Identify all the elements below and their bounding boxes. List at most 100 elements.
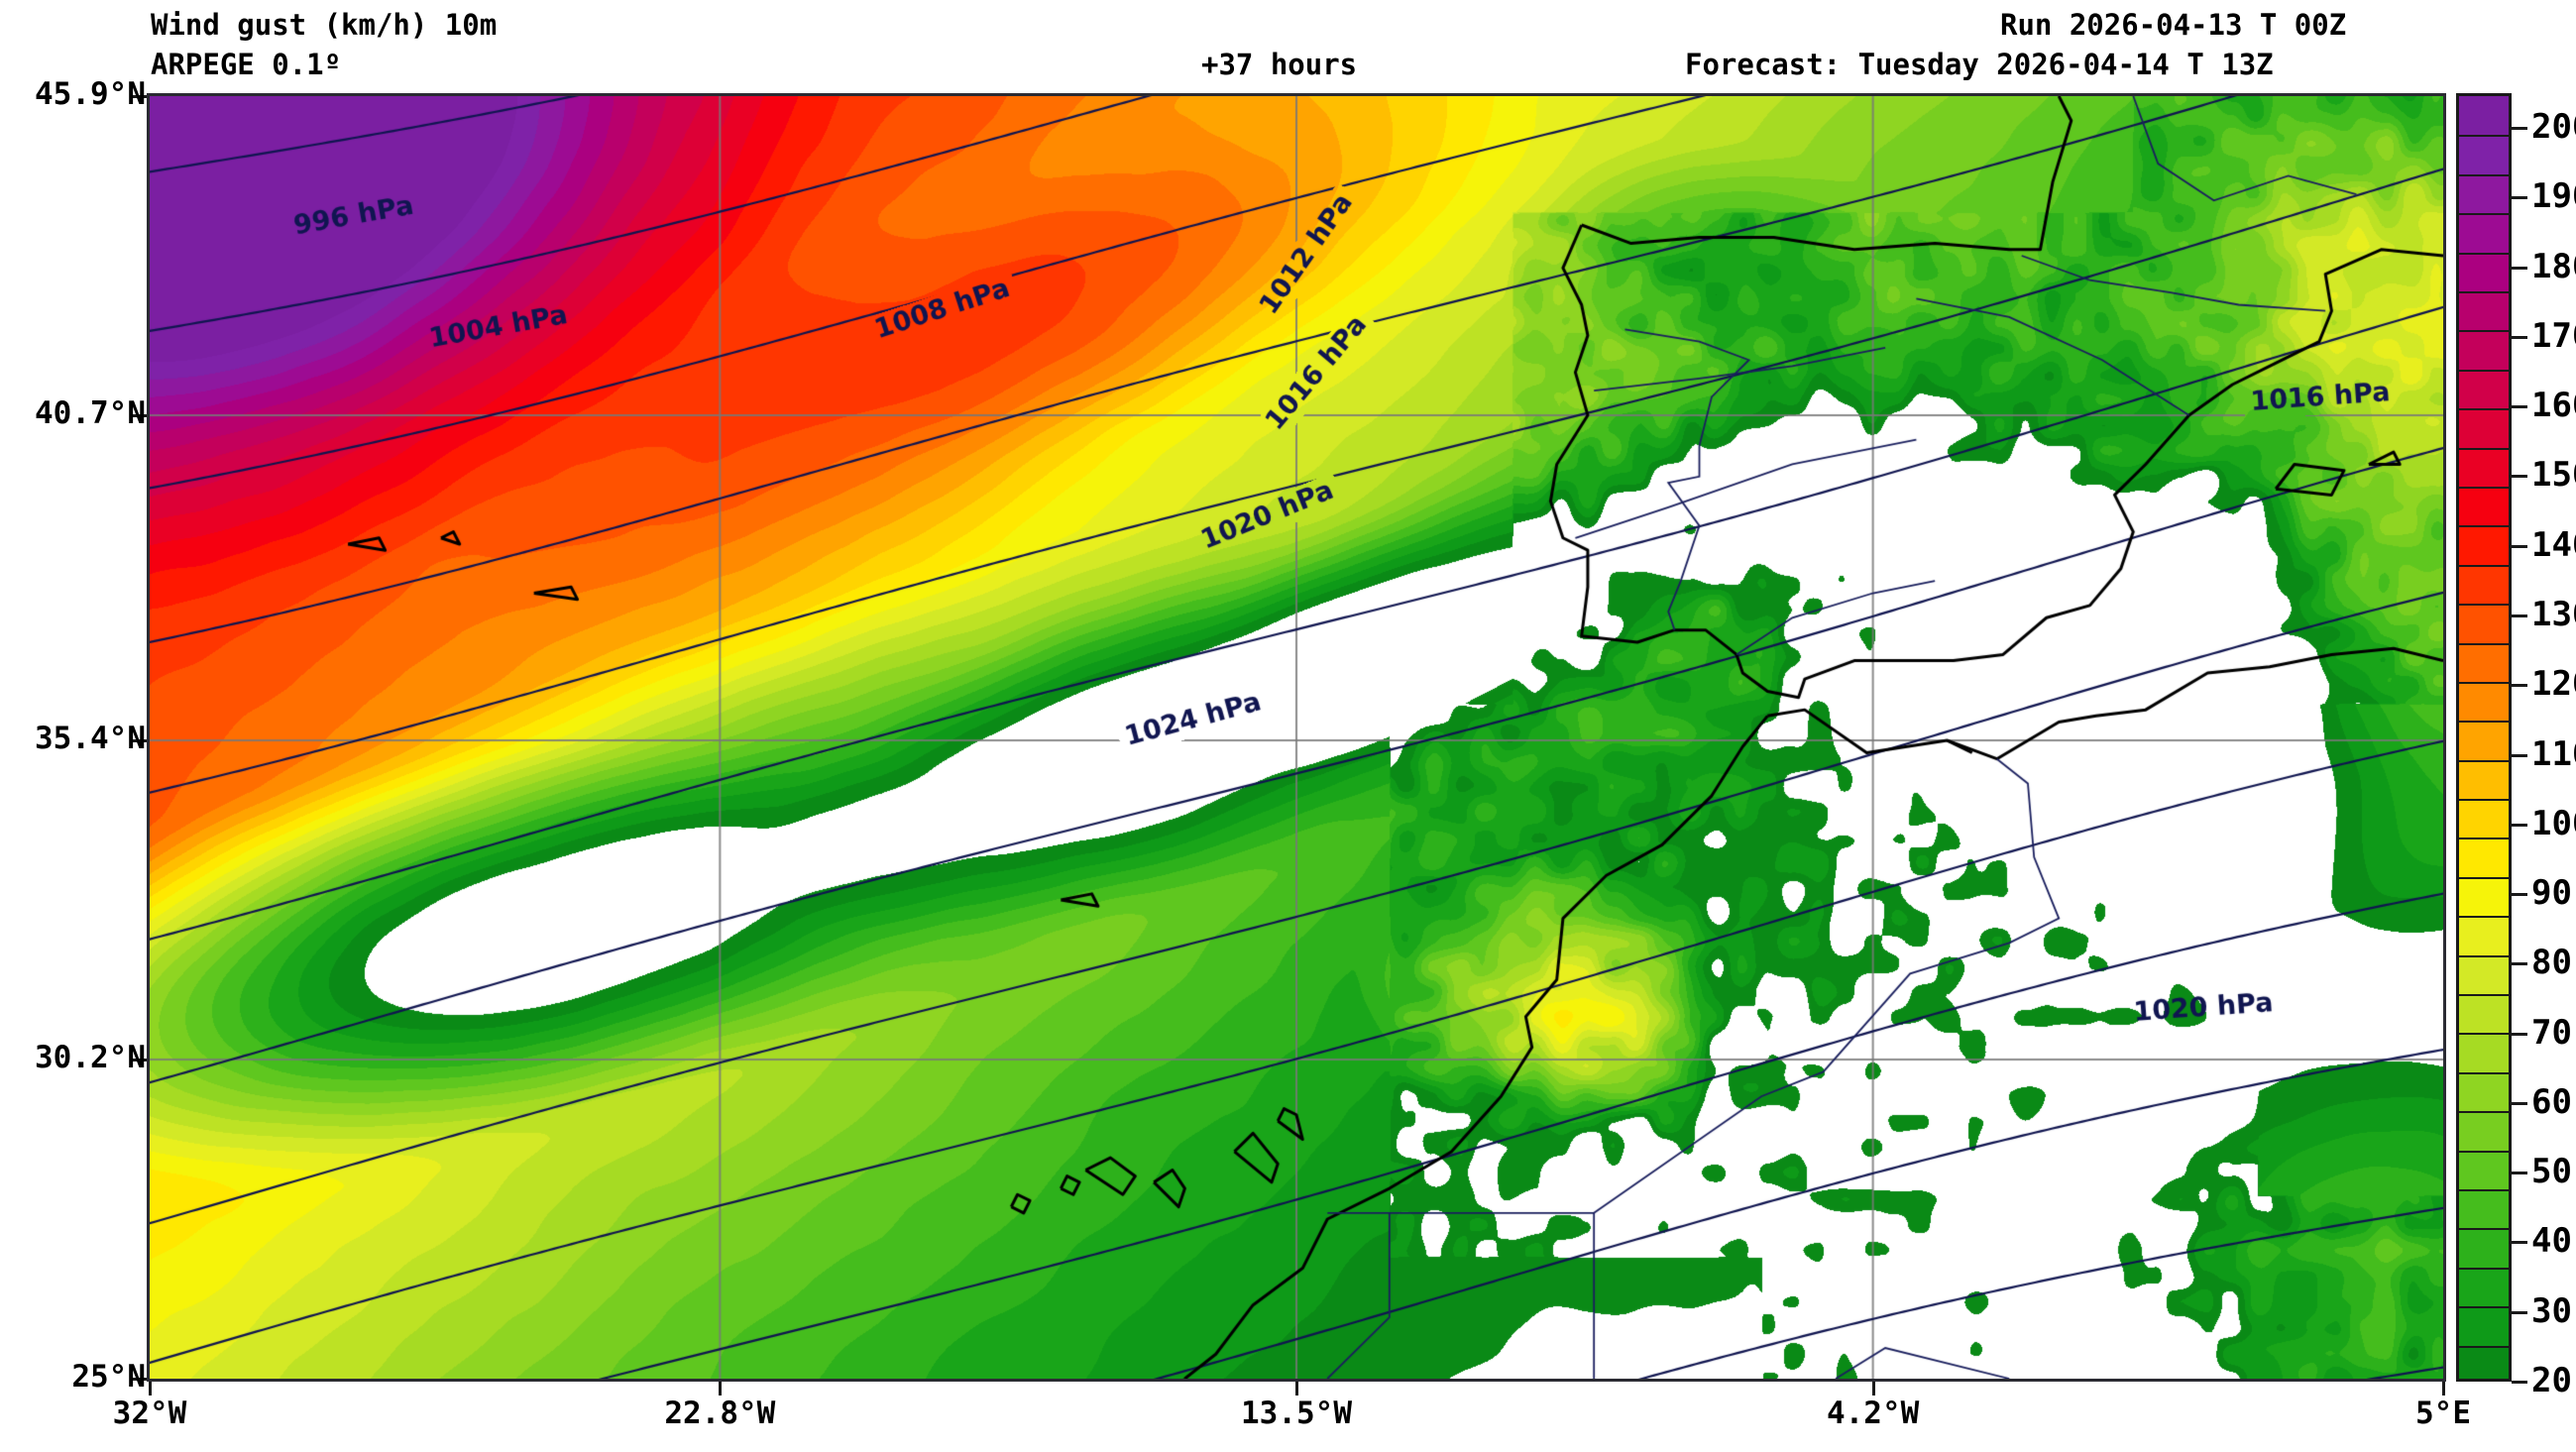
colorbar-segment — [2459, 96, 2509, 137]
colorbar-segment — [2459, 564, 2509, 606]
colorbar-separator — [2459, 604, 2509, 607]
y-axis-tick — [133, 739, 147, 743]
colorbar-label: 140 — [2531, 524, 2576, 565]
colorbar-tick — [2512, 196, 2527, 200]
y-axis-label: 40.7°N — [35, 394, 146, 431]
colorbar-tick — [2512, 335, 2527, 339]
colorbar-label: 80 — [2531, 943, 2572, 983]
colorbar-separator — [2459, 525, 2509, 528]
forecast-time-label: Forecast: Tuesday 2026-04-14 T 13Z — [1685, 48, 2274, 81]
colorbar-segment — [2459, 290, 2509, 332]
colorbar-separator — [2459, 135, 2509, 138]
colorbar-segment — [2459, 486, 2509, 527]
colorbar-separator — [2459, 252, 2509, 255]
y-axis-label: 25°N — [71, 1359, 146, 1395]
colorbar-separator — [2459, 681, 2509, 684]
colorbar-tick — [2512, 1241, 2527, 1245]
wind-gust-field — [150, 96, 2443, 1379]
colorbar-tick — [2512, 405, 2527, 409]
colorbar-segment — [2459, 799, 2509, 839]
colorbar-separator — [2459, 994, 2509, 997]
y-axis-tick — [133, 1378, 147, 1381]
colorbar-separator — [2459, 642, 2509, 645]
colorbar-segment — [2459, 213, 2509, 254]
colorbar-label: 20 — [2531, 1361, 2572, 1400]
colorbar-label: 60 — [2531, 1081, 2572, 1122]
colorbar-segment — [2459, 1267, 2509, 1308]
map-plot-area — [147, 93, 2446, 1382]
colorbar-segment — [2459, 1306, 2509, 1347]
colorbar-segment — [2459, 1111, 2509, 1152]
colorbar-tick — [2512, 823, 2527, 827]
colorbar-separator — [2459, 954, 2509, 957]
colorbar-segment — [2459, 1345, 2509, 1379]
colorbar-label: 100 — [2531, 803, 2576, 843]
colorbar-segment — [2459, 408, 2509, 449]
colorbar-tick — [2512, 544, 2527, 548]
colorbar-label: 200 — [2531, 107, 2576, 148]
colorbar-label: 30 — [2531, 1290, 2572, 1331]
colorbar-separator — [2459, 1189, 2509, 1192]
y-axis-tick — [133, 413, 147, 417]
colorbar-segment — [2459, 759, 2509, 801]
colorbar-tick — [2512, 1172, 2527, 1175]
run-time-label: Run 2026-04-13 T 00Z — [2000, 8, 2347, 42]
colorbar-segment — [2459, 1033, 2509, 1073]
x-axis-tick — [1295, 1382, 1298, 1396]
x-axis-tick — [2442, 1382, 2445, 1396]
y-axis-label: 30.2°N — [35, 1040, 146, 1076]
colorbar-separator — [2459, 1111, 2509, 1114]
colorbar-segment — [2459, 173, 2509, 215]
colorbar-separator — [2459, 1267, 2509, 1270]
colorbar-label: 110 — [2531, 733, 2576, 774]
colorbar-label: 70 — [2531, 1012, 2572, 1053]
colorbar-tick — [2512, 614, 2527, 618]
colorbar-segment — [2459, 721, 2509, 761]
colorbar-separator — [2459, 759, 2509, 762]
colorbar-label: 190 — [2531, 176, 2576, 217]
colorbar-separator — [2459, 799, 2509, 802]
colorbar-segment — [2459, 252, 2509, 292]
x-axis-label: 13.5°W — [1241, 1396, 1352, 1431]
x-axis-tick — [1871, 1382, 1875, 1396]
colorbar-separator — [2459, 916, 2509, 919]
colorbar-separator — [2459, 1071, 2509, 1074]
colorbar-tick — [2512, 1381, 2527, 1384]
colorbar-segment — [2459, 525, 2509, 566]
colorbar-separator — [2459, 408, 2509, 411]
colorbar-separator — [2459, 173, 2509, 176]
colorbar-separator — [2459, 1306, 2509, 1309]
colorbar-segment — [2459, 1228, 2509, 1269]
colorbar-separator — [2459, 876, 2509, 879]
x-axis-label: 22.8°W — [664, 1396, 776, 1431]
colorbar-label: 40 — [2531, 1221, 2572, 1262]
y-axis-label: 45.9°N — [35, 76, 146, 112]
colorbar-separator — [2459, 1228, 2509, 1231]
colorbar-label: 90 — [2531, 873, 2572, 914]
colorbar-segment — [2459, 1071, 2509, 1113]
colorbar-separator — [2459, 1345, 2509, 1348]
colorbar-tick — [2512, 1310, 2527, 1314]
colorbar-label: 130 — [2531, 595, 2576, 635]
colorbar-label: 160 — [2531, 386, 2576, 426]
colorbar-segment — [2459, 135, 2509, 175]
chart-header: Wind gust (km/h) 10m ARPEGE 0.1º +37 hou… — [0, 0, 2576, 95]
colorbar-segment — [2459, 876, 2509, 918]
colorbar-segment — [2459, 954, 2509, 996]
x-axis-label: 5°E — [2415, 1396, 2471, 1431]
colorbar-separator — [2459, 721, 2509, 724]
colorbar-tick — [2512, 684, 2527, 688]
colorbar-segment — [2459, 369, 2509, 410]
colorbar — [2456, 93, 2512, 1382]
colorbar-label: 170 — [2531, 315, 2576, 356]
x-axis-tick — [719, 1382, 723, 1396]
colorbar-segment — [2459, 1189, 2509, 1230]
y-axis-label: 35.4°N — [35, 721, 146, 757]
colorbar-segment — [2459, 447, 2509, 488]
colorbar-segment — [2459, 604, 2509, 644]
colorbar-label: 150 — [2531, 455, 2576, 496]
colorbar-label: 50 — [2531, 1152, 2572, 1192]
chart-title: Wind gust (km/h) 10m — [151, 8, 498, 42]
colorbar-separator — [2459, 213, 2509, 216]
x-axis-tick — [149, 1382, 152, 1396]
